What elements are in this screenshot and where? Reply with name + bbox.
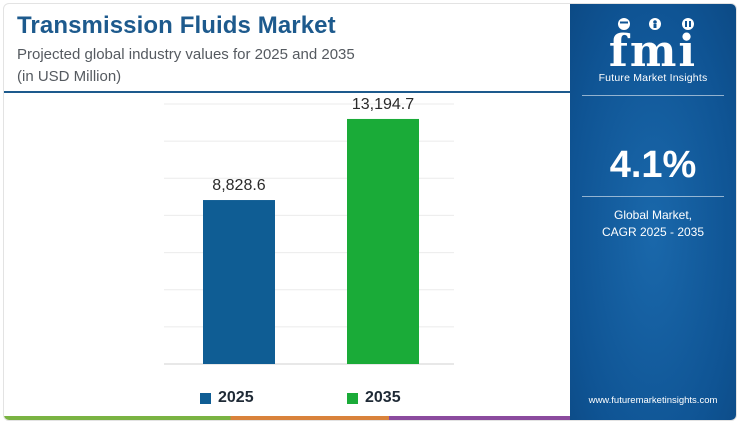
cagr-label-line1: Global Market, bbox=[613, 208, 693, 222]
bar-2025 bbox=[203, 200, 275, 364]
legend-label-2035: 2035 bbox=[365, 389, 401, 406]
bottom-color-stripe bbox=[4, 416, 570, 420]
logo-company-name: Future Market Insights bbox=[598, 72, 708, 84]
fmi-logo-icon: fmi bbox=[609, 18, 697, 70]
cagr-value: 4.1% bbox=[609, 144, 697, 186]
bar-2035 bbox=[347, 118, 419, 365]
subtitle-line: Projected global industry values for 202… bbox=[17, 46, 355, 63]
data-label-2025: 8,828.6 bbox=[212, 177, 265, 194]
panel-divider-middle bbox=[582, 196, 724, 197]
logo-letters: fmi bbox=[609, 26, 697, 70]
legend-swatch-2035 bbox=[347, 392, 358, 404]
infographic-card: Transmission Fluids Market Projected glo… bbox=[3, 3, 737, 421]
unit-line: (in USD Million) bbox=[17, 68, 122, 85]
bar-chart: 8,828.6 13,194.7 bbox=[164, 96, 454, 365]
header-divider bbox=[4, 91, 570, 93]
data-label-2035: 13,194.7 bbox=[352, 96, 414, 113]
chart-subtitle: Projected global industry values for 202… bbox=[17, 44, 557, 88]
chart-title: Transmission Fluids Market bbox=[17, 12, 336, 39]
panel-divider-top bbox=[582, 95, 724, 96]
cagr-label: Global Market, CAGR 2025 - 2035 bbox=[570, 207, 736, 241]
legend-label-2025: 2025 bbox=[218, 389, 254, 406]
legend-swatch-2025 bbox=[200, 392, 211, 404]
cagr-panel: fmi Future Market Insights 4.1% Global M… bbox=[570, 4, 736, 420]
legend-item-2035: 2035 bbox=[347, 388, 401, 408]
legend-item-2025: 2025 bbox=[200, 388, 254, 408]
website-url: www.futuremarketinsights.com bbox=[588, 395, 718, 406]
cagr-label-line2: CAGR 2025 - 2035 bbox=[601, 225, 705, 239]
